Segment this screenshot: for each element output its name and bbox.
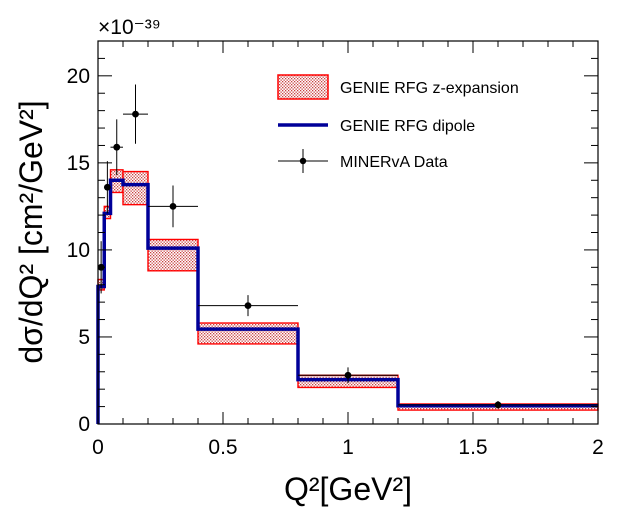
data-marker	[169, 202, 177, 210]
y-axis-title: dσ/dQ² [cm²/GeV²]	[13, 100, 49, 363]
x-axis: 0 0.5 1 1.5 2	[92, 41, 604, 459]
data-points-layer	[97, 84, 598, 409]
step-layer	[96, 178, 598, 424]
y-tick-label: 5	[78, 326, 90, 349]
x-tick-label: 1.5	[458, 436, 487, 459]
data-point	[110, 119, 123, 176]
legend-label-z-expansion: GENIE RFG z-expansion	[340, 80, 519, 97]
band-bin	[122, 170, 149, 206]
data-point	[148, 185, 198, 228]
data-marker	[103, 183, 111, 191]
x-tick-label: 0.5	[208, 436, 237, 459]
x-axis-title: Q²[GeV²]	[284, 471, 412, 507]
data-marker	[344, 371, 352, 379]
y-tick-label: 20	[67, 65, 90, 88]
legend-label-data: MINERvA Data	[340, 154, 448, 171]
legend: GENIE RFG z-expansion GENIE RFG dipole M…	[277, 74, 519, 173]
data-marker	[494, 401, 502, 409]
y-tick-label: 10	[67, 239, 90, 262]
band-bin	[147, 238, 199, 272]
legend-swatch-data-marker	[299, 157, 307, 165]
data-marker	[244, 302, 252, 310]
plot-frame	[97, 40, 599, 425]
y-tick-label: 15	[67, 152, 90, 175]
x-tick-label: 1	[342, 436, 354, 459]
data-point	[103, 161, 111, 214]
data-point	[198, 295, 298, 317]
data-point	[298, 367, 398, 384]
y-axis-multiplier: ×10⁻³⁹	[98, 16, 161, 39]
data-marker	[132, 110, 139, 118]
x-tick-label: 0	[92, 436, 104, 459]
legend-label-dipole: GENIE RFG dipole	[340, 118, 475, 135]
data-point	[398, 401, 598, 409]
data-marker	[113, 143, 121, 151]
y-tick-label: 0	[78, 413, 90, 436]
legend-swatch-z-expansion	[277, 74, 329, 100]
x-tick-label: 2	[592, 436, 604, 459]
y-axis: 0 5 10 15 20	[67, 40, 598, 436]
dipole-step-line	[96, 178, 598, 424]
data-point	[123, 84, 148, 144]
band-bin	[197, 322, 299, 345]
